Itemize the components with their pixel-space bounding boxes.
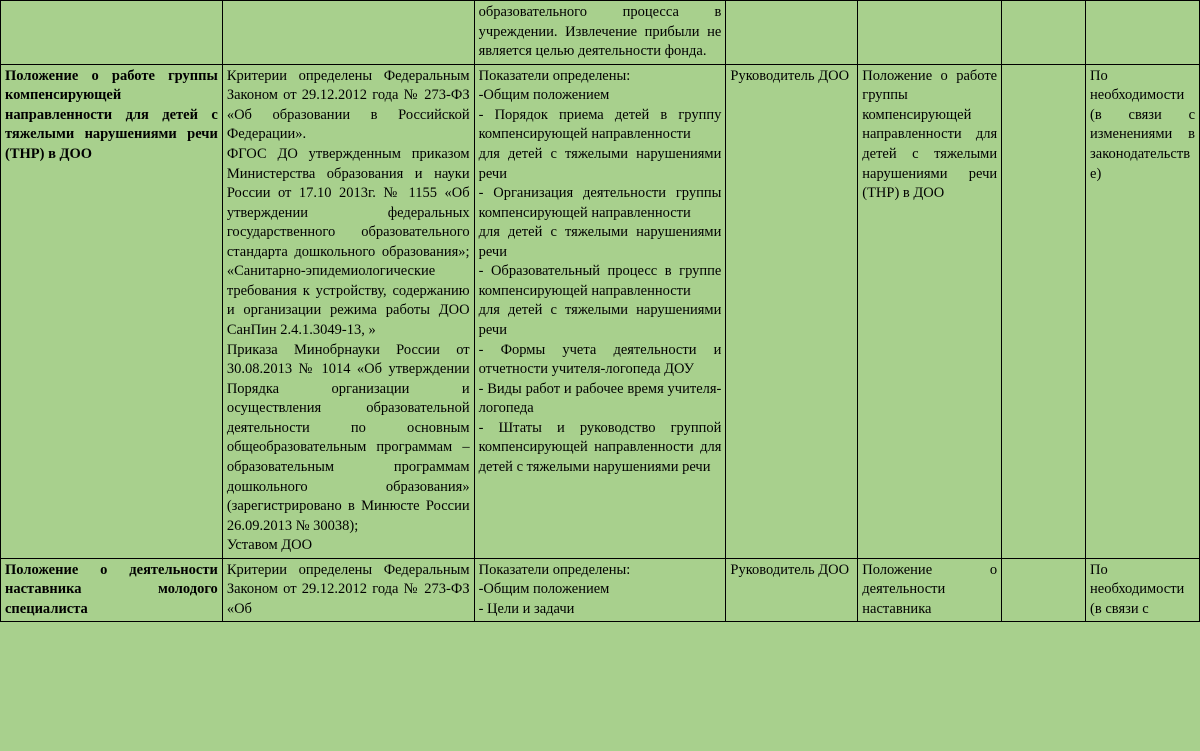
- cell-indicators: Показатели определены: -Общим положением…: [474, 558, 726, 622]
- cell-name: Положение о работе группы компенсирующей…: [1, 64, 223, 558]
- cell-document: Положение о работе группы компенсирующей…: [858, 64, 1002, 558]
- cell-periodicity: По необходимости (в связи с: [1086, 558, 1200, 622]
- cell-responsible: Руководитель ДОО: [726, 558, 858, 622]
- table-body: образовательного процесса в учреждении. …: [1, 1, 1200, 622]
- cell-periodicity: По необходимости (в связи с изменениями …: [1086, 64, 1200, 558]
- cell-name: Положение о деятельности наставника моло…: [1, 558, 223, 622]
- cell-blank: [1002, 64, 1086, 558]
- cell-blank: [1002, 1, 1086, 65]
- cell-criteria: Критерии определены Федеральным Законом …: [222, 558, 474, 622]
- table-row: образовательного процесса в учреждении. …: [1, 1, 1200, 65]
- table-row: Положение о работе группы компенсирующей…: [1, 64, 1200, 558]
- document-table: образовательного процесса в учреждении. …: [0, 0, 1200, 622]
- cell-indicators: образовательного процесса в учреждении. …: [474, 1, 726, 65]
- cell-responsible: Руководитель ДОО: [726, 64, 858, 558]
- cell-criteria: Критерии определены Федеральным Законом …: [222, 64, 474, 558]
- cell-indicators: Показатели определены: -Общим положением…: [474, 64, 726, 558]
- cell-document: Положение о деятельности наставника: [858, 558, 1002, 622]
- cell-periodicity: [1086, 1, 1200, 65]
- cell-responsible: [726, 1, 858, 65]
- cell-document: [858, 1, 1002, 65]
- cell-name: [1, 1, 223, 65]
- cell-blank: [1002, 558, 1086, 622]
- cell-criteria: [222, 1, 474, 65]
- table-row: Положение о деятельности наставника моло…: [1, 558, 1200, 622]
